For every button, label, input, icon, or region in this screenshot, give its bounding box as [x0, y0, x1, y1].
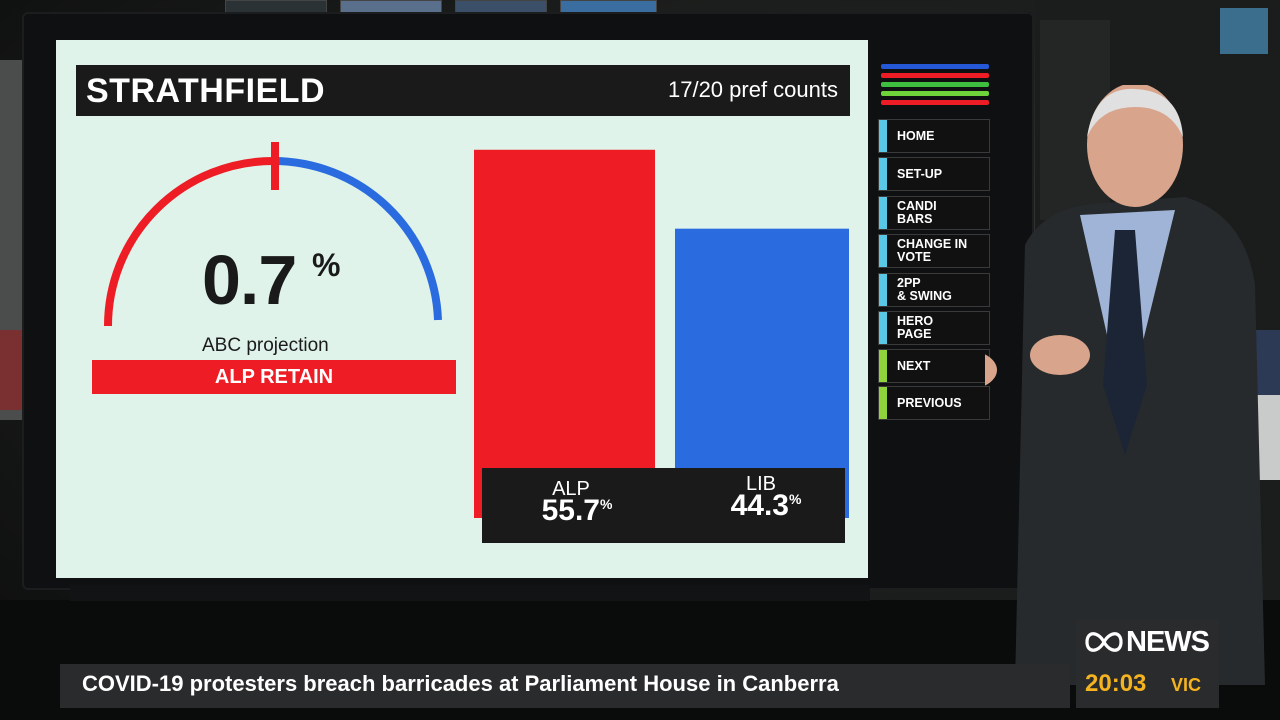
nav-button-previous[interactable]: PREVIOUS [878, 386, 990, 420]
pref-count-status: 17/20 pref counts [667, 77, 838, 102]
bar-value-lib: 44.3% [730, 489, 802, 522]
nav-button-2pp-swing[interactable]: 2PP & SWING [878, 273, 990, 307]
nav-button-accent [879, 158, 887, 190]
clock-zone: VIC [1171, 675, 1202, 695]
nav-color-stripe [881, 82, 989, 87]
bar-value-alp: 55.7% [541, 494, 613, 527]
gauge-value: 0.7 [202, 241, 297, 319]
nav-button-label: NEXT [897, 358, 931, 373]
nav-button-change-in-vote[interactable]: CHANGE IN VOTE [878, 234, 990, 268]
bar-label-alp: ALP [552, 478, 590, 500]
nav-button-accent [879, 274, 887, 306]
projection-label: ABC projection [202, 335, 329, 356]
clock-time: 20:03 [1085, 670, 1147, 697]
touchscreen-nav-panel: HOME SET-UP CANDI BARS CHANGE IN VOTE 2PP & … [876, 62, 996, 432]
nav-button-set-up[interactable]: SET-UP [878, 157, 990, 191]
touchscreen-base [70, 585, 870, 601]
nav-button-label: 2PP & SWING [897, 276, 952, 303]
nav-button-accent [879, 387, 887, 419]
ticker-headline: COVID-19 protesters breach barricades at… [82, 671, 839, 696]
gauge-value-unit: % [312, 247, 341, 283]
nav-color-stripe [881, 100, 989, 105]
gauge-needle [271, 142, 279, 190]
bar-label-lib: LIB [745, 473, 777, 495]
nav-button-accent [879, 312, 887, 344]
seat-title: STRATHFIELD [86, 72, 326, 110]
nav-color-stripe [881, 73, 989, 78]
news-ticker: COVID-19 protesters breach barricades at… [60, 664, 1070, 708]
nav-button-hero-page[interactable]: HERO PAGE [878, 311, 990, 345]
nav-color-stripe [881, 64, 989, 69]
gauge-alp-arc [104, 157, 274, 327]
nav-button-label: CHANGE IN VOTE [897, 237, 968, 264]
nav-button-label: SET-UP [897, 166, 943, 181]
nav-button-label: PREVIOUS [897, 395, 962, 410]
nav-button-label: CANDI BARS [897, 199, 937, 226]
bar-alp [474, 149, 655, 518]
nav-button-accent [879, 235, 887, 267]
brand-name: NEWS [1126, 626, 1210, 658]
nav-button-label: HOME [897, 128, 935, 143]
nav-button-home[interactable]: HOME [878, 119, 990, 153]
title-bar: STRATHFIELD 17/20 pref counts [76, 65, 850, 116]
nav-button-accent [879, 350, 887, 382]
nav-button-next[interactable]: NEXT [878, 349, 990, 383]
gauge-lib-arc [272, 157, 442, 321]
presenter [985, 85, 1265, 685]
channel-brand: NEWS 20:03 VIC [1076, 620, 1219, 708]
abc-news-logo: NEWS [1076, 620, 1219, 664]
result-verdict-banner: ALP RETAIN [92, 360, 456, 394]
results-box: ALP 55.7% LIB 44.3% [482, 468, 845, 543]
projection-gauge [104, 142, 442, 327]
nav-button-accent [879, 120, 887, 152]
abc-lissajous-icon [1085, 632, 1123, 652]
nav-button-candi-bars[interactable]: CANDI BARS [878, 196, 990, 230]
nav-button-accent [879, 197, 887, 229]
nav-button-label: HERO PAGE [897, 314, 934, 341]
nav-color-stripe [881, 91, 989, 96]
election-display: STRATHFIELD 17/20 pref counts 0.7 % ABC … [56, 40, 868, 578]
clock-box: 20:03 VIC [1076, 664, 1219, 708]
